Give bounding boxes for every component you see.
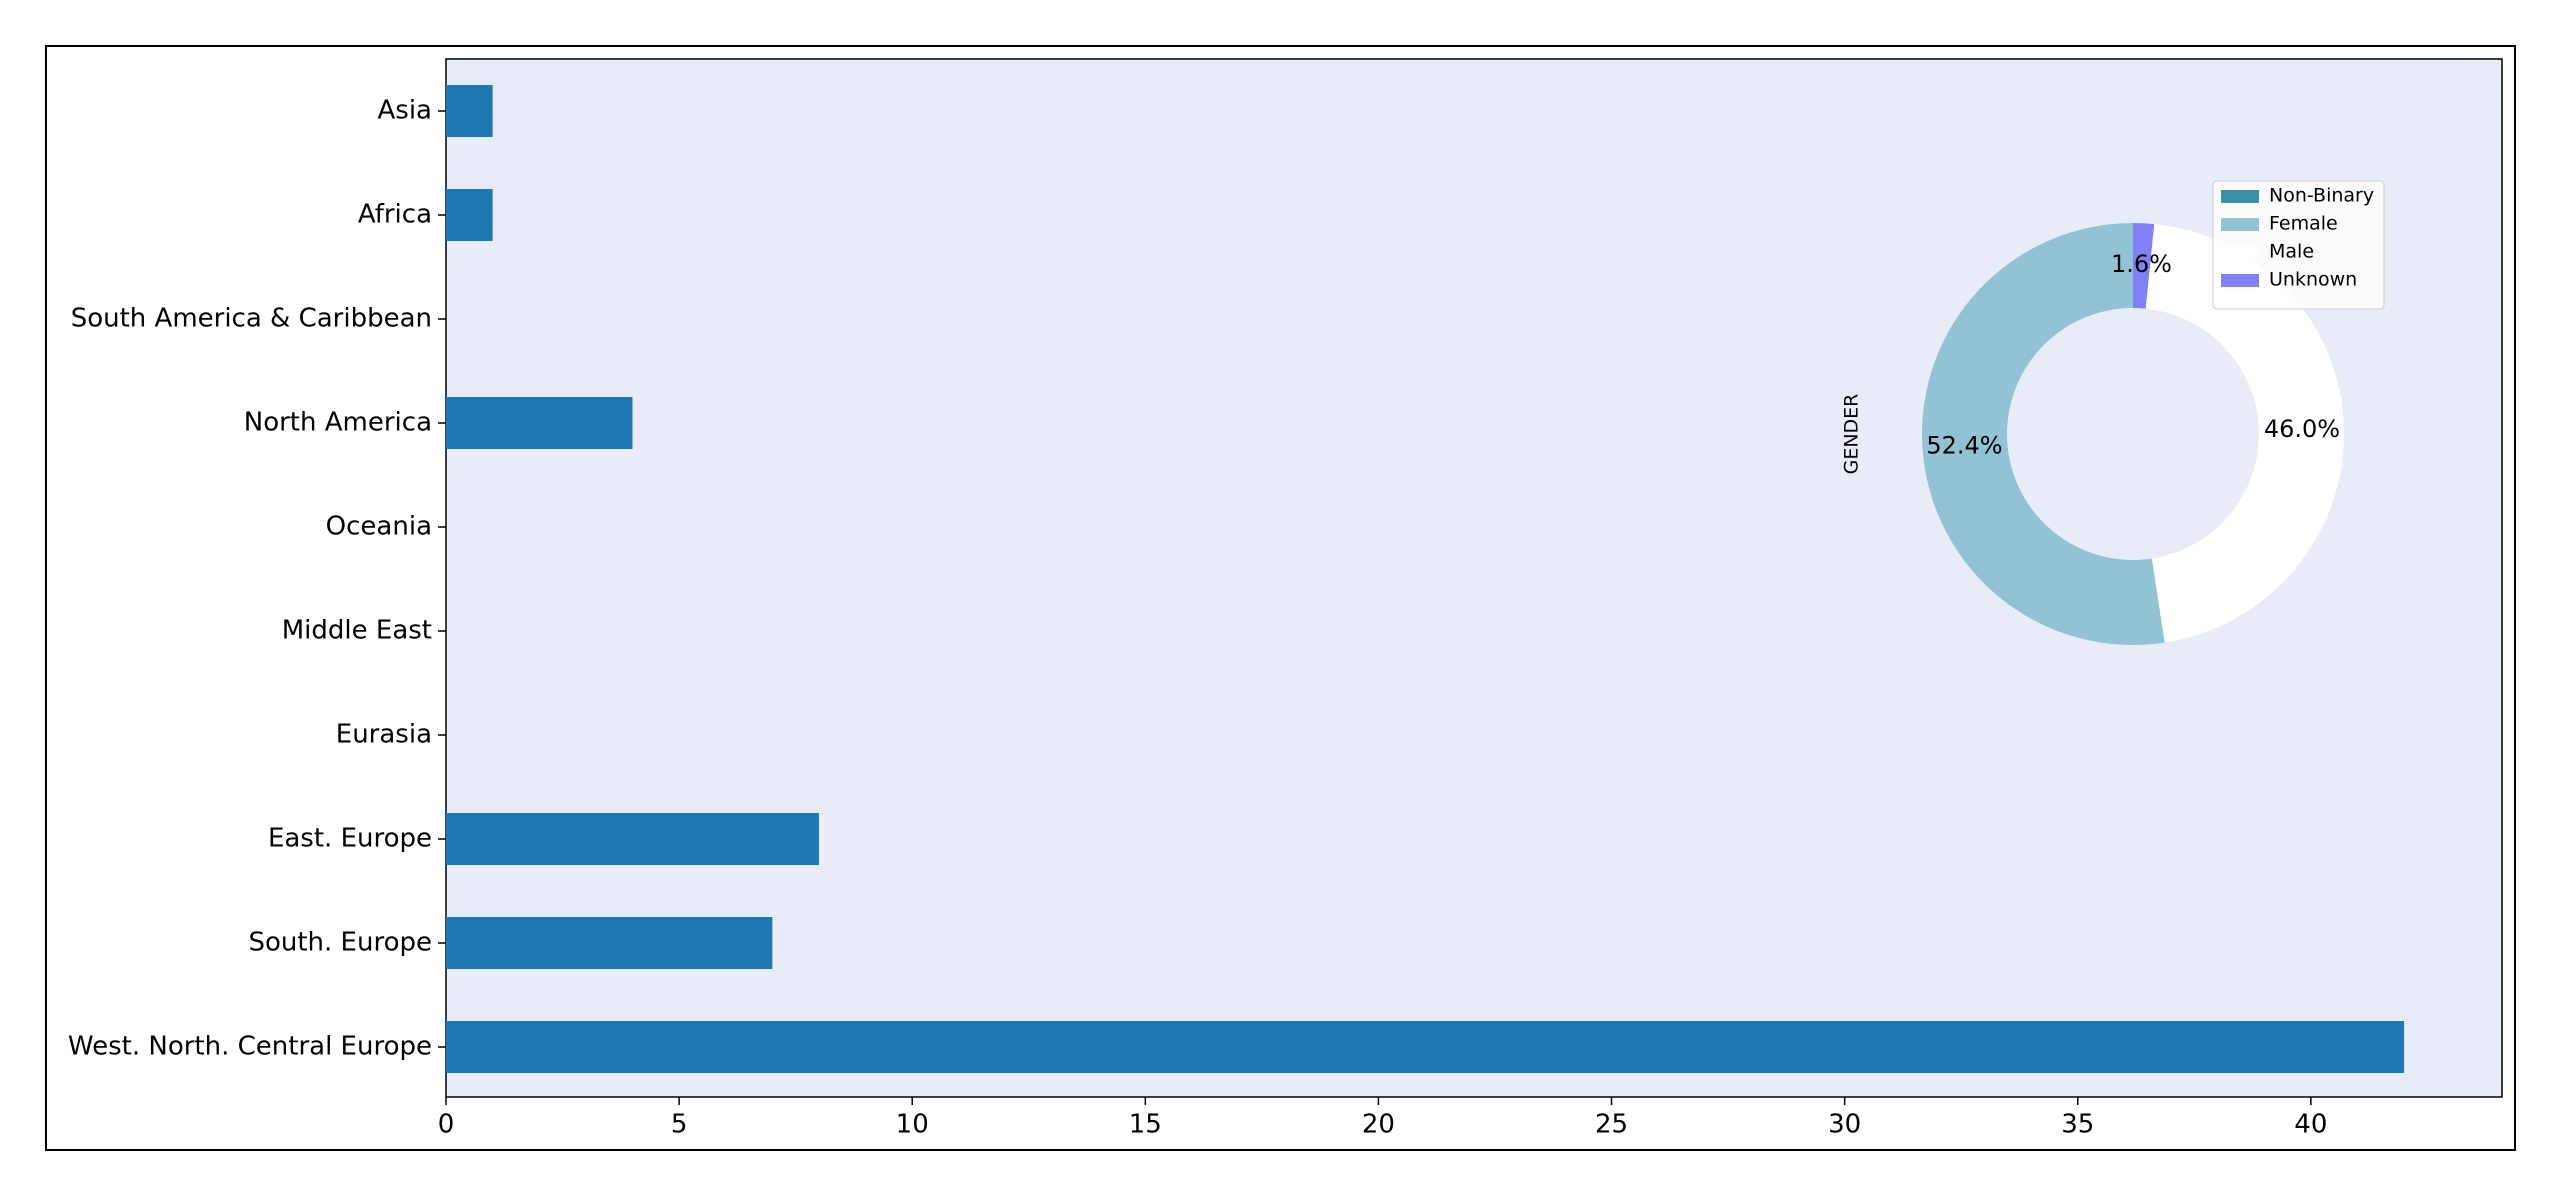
donut-slice <box>2133 223 2155 309</box>
donut-slice <box>1922 223 2165 645</box>
x-tick-label: 40 <box>2294 1110 2327 1140</box>
bar <box>446 189 493 241</box>
legend-swatch <box>2221 190 2259 203</box>
legend-label: Male <box>2269 241 2314 263</box>
legend-swatch <box>2221 218 2259 231</box>
x-tick-label: 5 <box>671 1110 688 1140</box>
bar <box>446 397 633 449</box>
y-tick-label: East. Europe <box>268 824 432 854</box>
x-tick-label: 0 <box>438 1110 455 1140</box>
y-tick-label: Middle East <box>282 616 432 646</box>
y-tick-label: North America <box>244 408 432 438</box>
donut-slice <box>2145 224 2344 643</box>
legend-swatch <box>2221 274 2259 287</box>
y-axis-label: GENDER <box>1841 394 1863 475</box>
legend-label: Female <box>2269 213 2338 235</box>
y-tick-label: Eurasia <box>336 720 432 750</box>
y-tick-label: South America & Caribbean <box>71 304 432 334</box>
bar <box>446 1021 2405 1073</box>
slice-label: 1.6% <box>2111 250 2172 278</box>
bar <box>446 917 773 969</box>
x-tick-label: 10 <box>896 1110 929 1140</box>
y-tick-label: South. Europe <box>248 928 432 958</box>
legend-label: Non-Binary <box>2269 185 2374 207</box>
y-tick-label: Oceania <box>326 512 432 542</box>
x-tick-label: 35 <box>2061 1110 2094 1140</box>
x-tick-label: 25 <box>1595 1110 1628 1140</box>
x-tick-label: 20 <box>1362 1110 1395 1140</box>
y-tick-label: Asia <box>378 96 433 126</box>
slice-label: 46.0% <box>2264 415 2340 443</box>
y-tick-label: Africa <box>358 200 432 230</box>
slice-label: 52.4% <box>1926 432 2002 460</box>
x-tick-label: 15 <box>1129 1110 1162 1140</box>
x-tick-label: 30 <box>1828 1110 1861 1140</box>
bar <box>446 813 819 865</box>
y-tick-label: West. North. Central Europe <box>68 1032 432 1062</box>
legend-label: Unknown <box>2269 269 2357 291</box>
legend-swatch <box>2221 246 2259 259</box>
bar <box>446 85 493 137</box>
